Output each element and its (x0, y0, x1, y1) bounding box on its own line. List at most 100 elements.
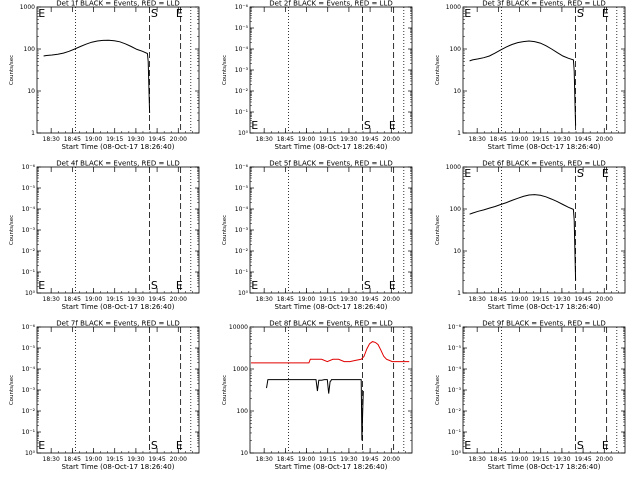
x-tick-label: 18:30 (469, 136, 486, 143)
y-tick-label: 10⁻¹ (235, 269, 249, 276)
x-axis-label: Start Time (08-Oct-17 18:26:40) (62, 463, 175, 471)
x-tick-label: 18:30 (469, 456, 486, 463)
x-tick-label: 19:15 (106, 456, 123, 463)
y-tick-label: 10⁻³ (235, 227, 249, 234)
x-tick-label: 19:15 (319, 296, 336, 303)
event-marker-label: E (251, 119, 258, 132)
x-tick-label: 18:30 (43, 456, 60, 463)
event-marker-label: E (38, 439, 45, 452)
x-tick-label: 19:15 (319, 456, 336, 463)
y-tick-label: 1000 (20, 4, 35, 11)
y-axis-label: Counts/sec (9, 215, 15, 245)
y-tick-label: 10⁻⁴ (235, 46, 249, 53)
x-tick-label: 19:00 (85, 296, 102, 303)
axes-frame (462, 166, 626, 294)
panel-title: Det 8f BLACK = Events, RED = LLD (269, 320, 392, 328)
axes-frame (462, 326, 626, 454)
y-tick-label: 1000 (446, 164, 461, 171)
x-tick-label: 19:00 (298, 136, 315, 143)
y-axis-label: Counts/sec (435, 55, 441, 85)
event-marker-label: S (577, 7, 584, 20)
y-tick-label: 10 (240, 450, 248, 457)
panel-8: Det 8f BLACK = Events, RED = LLD 10 100 100… (222, 320, 413, 471)
x-tick-label: 18:45 (64, 456, 81, 463)
event-marker-label: E (464, 167, 471, 180)
y-tick-label: 10⁻² (235, 248, 249, 255)
x-tick-label: 19:15 (106, 296, 123, 303)
event-marker-label: S (151, 439, 158, 452)
x-tick-label: 20:00 (170, 296, 187, 303)
x-tick-label: 19:30 (127, 296, 144, 303)
x-tick-label: 19:30 (127, 456, 144, 463)
event-marker-label: E (176, 439, 183, 452)
x-tick-label: 19:45 (361, 136, 378, 143)
y-axis-label: Counts/sec (222, 375, 228, 405)
x-tick-label: 19:00 (511, 296, 528, 303)
y-tick-label: 10⁻⁵ (235, 25, 249, 32)
panel-title: Det 5f BLACK = Events, RED = LLD (269, 160, 392, 168)
x-tick-label: 19:30 (340, 296, 357, 303)
event-marker-label: E (464, 7, 471, 20)
event-marker-label: E (602, 439, 609, 452)
x-tick-label: 20:00 (596, 296, 613, 303)
panel-5: Det 5f BLACK = Events, RED = LLD 10⁰ 10⁻¹ 1… (222, 160, 413, 311)
event-marker-label: E (464, 439, 471, 452)
x-tick-label: 18:30 (256, 456, 273, 463)
x-tick-label: 19:30 (340, 456, 357, 463)
panel-3: Det 3f BLACK = Events, RED = LLD 1 10 100 10… (435, 0, 626, 151)
panel-title: Det 7f BLACK = Events, RED = LLD (56, 320, 179, 328)
x-tick-label: 19:45 (148, 456, 165, 463)
x-tick-label: 20:00 (383, 296, 400, 303)
x-tick-label: 18:30 (256, 296, 273, 303)
x-tick-label: 18:30 (256, 136, 273, 143)
panel-title: Det 4f BLACK = Events, RED = LLD (56, 160, 179, 168)
y-tick-label: 10⁰ (25, 450, 36, 457)
y-tick-label: 100 (450, 206, 462, 213)
panel-title: Det 2f BLACK = Events, RED = LLD (269, 0, 392, 8)
y-tick-label: 10⁻⁵ (22, 345, 36, 352)
x-tick-label: 19:15 (532, 456, 549, 463)
event-marker-label: S (151, 279, 158, 292)
event-marker-label: E (38, 7, 45, 20)
x-tick-label: 19:45 (574, 296, 591, 303)
x-tick-label: 18:45 (490, 456, 507, 463)
y-tick-label: 10⁻⁴ (448, 366, 462, 373)
x-tick-label: 19:30 (553, 136, 570, 143)
x-tick-label: 18:30 (469, 296, 486, 303)
y-tick-label: 100 (24, 46, 36, 53)
y-tick-label: 100 (450, 46, 462, 53)
axes-frame (249, 166, 413, 294)
x-axis-label: Start Time (08-Oct-17 18:26:40) (275, 143, 388, 151)
x-tick-label: 19:00 (298, 296, 315, 303)
y-tick-label: 10⁻⁶ (22, 324, 36, 331)
y-tick-label: 1 (457, 290, 461, 297)
event-marker-label: S (364, 119, 371, 132)
x-tick-label: 18:45 (490, 136, 507, 143)
y-axis-label: Counts/sec (222, 55, 228, 85)
y-tick-label: 10⁻² (22, 248, 36, 255)
panel-title: Det 1f BLACK = Events, RED = LLD (56, 0, 179, 8)
axes-frame (249, 326, 413, 454)
y-tick-label: 10⁻¹ (448, 429, 462, 436)
x-tick-label: 19:00 (511, 456, 528, 463)
y-tick-label: 10⁻¹ (235, 109, 249, 116)
x-tick-label: 19:15 (532, 296, 549, 303)
x-tick-label: 20:00 (170, 136, 187, 143)
x-tick-label: 18:45 (277, 296, 294, 303)
x-axis-label: Start Time (08-Oct-17 18:26:40) (275, 303, 388, 311)
y-tick-label: 10⁻⁶ (235, 164, 249, 171)
y-axis-label: Counts/sec (222, 215, 228, 245)
x-axis-label: Start Time (08-Oct-17 18:26:40) (275, 463, 388, 471)
y-axis-label: Counts/sec (9, 375, 15, 405)
event-marker-label: E (176, 279, 183, 292)
y-tick-label: 100 (237, 408, 249, 415)
x-tick-label: 18:30 (43, 296, 60, 303)
y-tick-label: 1 (31, 130, 35, 137)
panel-title: Det 6f BLACK = Events, RED = LLD (482, 160, 605, 168)
y-tick-label: 10⁻⁶ (22, 164, 36, 171)
y-tick-label: 10⁻⁴ (22, 206, 36, 213)
x-tick-label: 18:45 (490, 296, 507, 303)
event-marker-label: S (151, 7, 158, 20)
x-tick-label: 20:00 (596, 456, 613, 463)
events-series-line (469, 40, 577, 126)
